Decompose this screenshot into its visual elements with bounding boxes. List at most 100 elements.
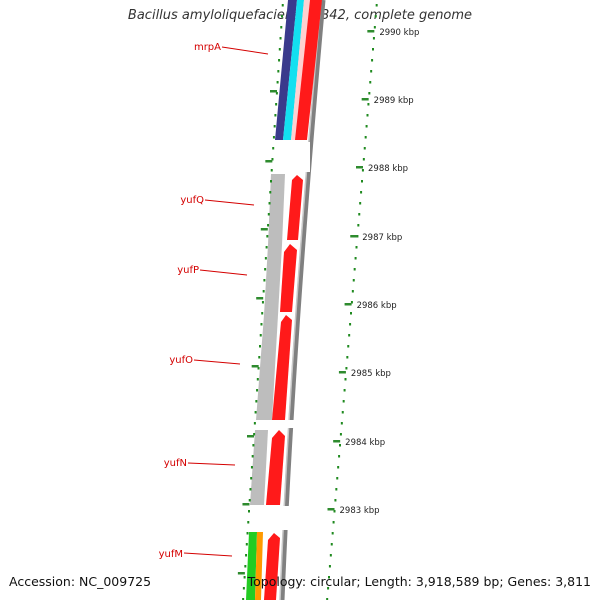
gene-label-yufQ[interactable]: yufQ (180, 195, 204, 206)
gene-label-yufO[interactable]: yufO (169, 355, 193, 366)
dot (371, 59, 374, 62)
gene-label-mrpA[interactable]: mrpA (194, 42, 221, 53)
dot (343, 389, 346, 392)
dot (370, 70, 373, 73)
gene-green-yufM[interactable] (246, 532, 257, 600)
dot (270, 169, 273, 172)
dot (350, 312, 352, 315)
dot (351, 290, 354, 293)
dot (356, 235, 359, 238)
dot (365, 125, 368, 128)
dot (334, 499, 337, 502)
dot (326, 598, 329, 600)
dot (266, 235, 269, 238)
dot (273, 125, 276, 128)
gene-leader-line (204, 199, 255, 206)
gene-red-mrpA[interactable] (295, 0, 322, 140)
dot (360, 191, 363, 194)
gene-pink[interactable] (291, 0, 310, 140)
dot (281, 4, 284, 7)
gap-3 (240, 506, 290, 530)
dot (339, 433, 342, 436)
gene-label-yufP[interactable]: yufP (177, 265, 199, 276)
gene-label-yufM[interactable]: yufM (159, 549, 183, 560)
dot (242, 598, 245, 600)
dot (372, 48, 374, 51)
gap-2 (245, 420, 295, 428)
dot (254, 411, 257, 414)
dot (348, 334, 351, 337)
dot (344, 378, 347, 381)
dot (259, 345, 261, 348)
gene-gray-yufP[interactable] (264, 245, 282, 315)
gene-navy[interactable] (275, 0, 297, 140)
gene-orange-yufM[interactable] (255, 532, 263, 600)
kbp-tick (333, 440, 341, 443)
gene-gray-yufN[interactable] (250, 430, 268, 505)
dot (357, 224, 360, 227)
dot (342, 400, 345, 403)
dot (275, 103, 278, 106)
dot (253, 422, 256, 425)
dot (261, 312, 264, 315)
kbp-tick (361, 98, 369, 101)
dot (373, 26, 376, 29)
gene-cyan[interactable] (283, 0, 304, 140)
kbp-tick (344, 303, 352, 306)
dot (363, 147, 366, 150)
dot (338, 455, 341, 458)
gene-leader-line (221, 46, 269, 55)
dot (278, 59, 281, 62)
dot (274, 114, 277, 117)
dot (265, 246, 268, 249)
dot (278, 48, 281, 51)
gene-gray-yufO[interactable] (256, 315, 278, 420)
dot (251, 455, 254, 458)
tick-mark (251, 365, 259, 368)
kbp-tick (356, 166, 363, 169)
dot (375, 4, 378, 7)
dot (330, 543, 333, 546)
dot (260, 323, 263, 326)
gene-label-yufN[interactable]: yufN (164, 458, 187, 469)
dot (333, 510, 336, 513)
dot (368, 92, 371, 95)
dot (328, 576, 330, 579)
dot (372, 37, 375, 40)
dot (253, 433, 256, 436)
dot (328, 565, 331, 568)
gene-red-yufQ[interactable] (287, 175, 303, 240)
dot (249, 488, 252, 491)
dot (350, 301, 353, 304)
outer-dotted-arc (326, 4, 378, 600)
dot (335, 488, 338, 491)
gene-red-yufN[interactable] (266, 430, 285, 505)
dot (247, 521, 250, 524)
dot (272, 147, 275, 150)
dot (327, 587, 330, 590)
tick-mark (265, 160, 273, 163)
dot (256, 378, 259, 381)
gene-red-yufO[interactable] (272, 315, 292, 420)
gene-red-yufP[interactable] (280, 244, 297, 312)
inner-dotted-arc (242, 4, 284, 600)
dot (358, 213, 361, 216)
dot (262, 290, 265, 293)
dot (252, 444, 255, 447)
gene-gray-yufQ[interactable] (268, 174, 285, 245)
dot (374, 15, 377, 18)
dot (257, 367, 260, 370)
dot (366, 114, 369, 117)
tick-mark (260, 228, 268, 231)
dot (329, 554, 332, 557)
gene-red-yufM[interactable] (264, 533, 280, 600)
gene-leader-line (199, 269, 248, 276)
accession-text: Accession: NC_009725 (9, 574, 152, 589)
dot (364, 136, 367, 139)
dot (244, 565, 247, 568)
kbp-label: 2984 kbp (345, 438, 385, 448)
dot (276, 81, 279, 84)
dot (269, 191, 272, 194)
topology-text: Topology: circular; Length: 3,918,589 bp… (247, 574, 591, 589)
